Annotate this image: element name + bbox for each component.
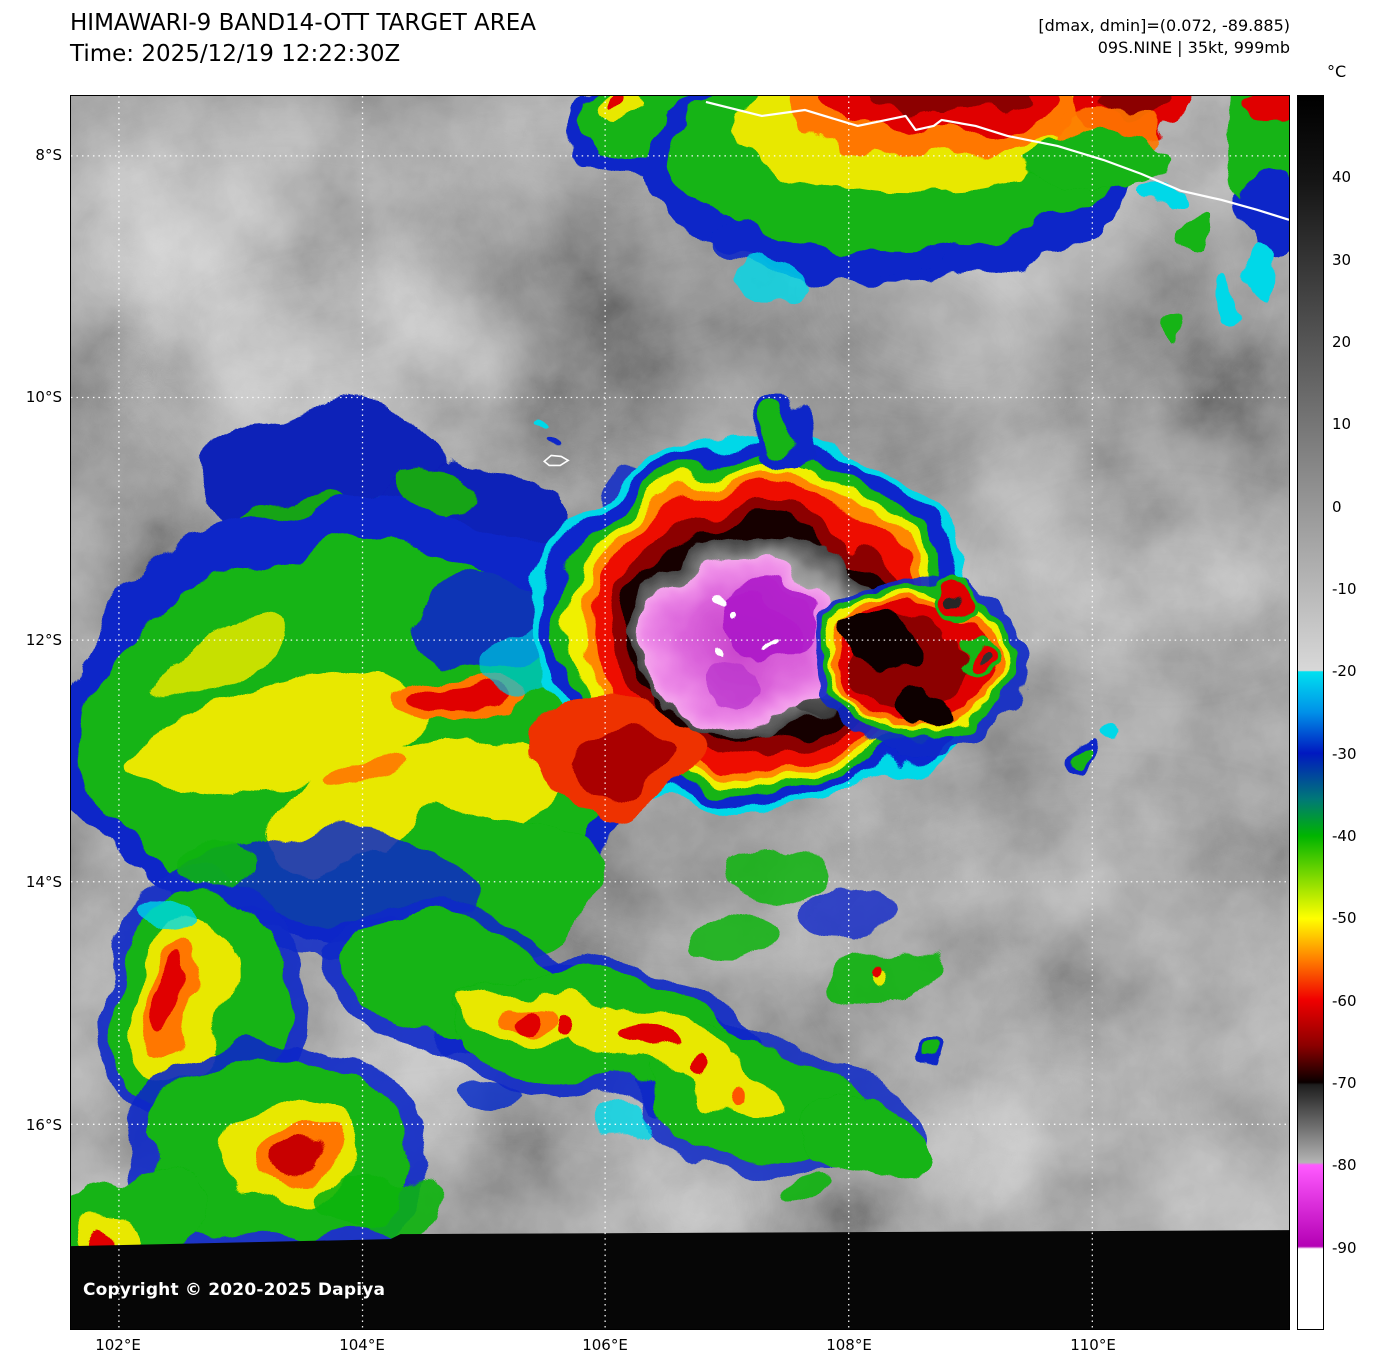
lon-label-102e: 102°E <box>95 1336 141 1354</box>
island-outline <box>542 454 570 467</box>
colorbar-tick-label: -80 <box>1332 1156 1357 1175</box>
colorbar-tick-label: 20 <box>1332 333 1352 351</box>
colorbar-tick-label: 40 <box>1332 168 1352 187</box>
colorbar-unit: °C <box>1327 62 1347 81</box>
lat-label-8s: 8°S <box>35 146 62 164</box>
colorbar-tick-label: -70 <box>1332 1074 1357 1092</box>
lon-label-110e: 110°E <box>1070 1336 1116 1354</box>
southwest-system <box>71 842 441 1265</box>
lon-label-106e: 106°E <box>582 1336 628 1354</box>
colorbar-tick-label: -50 <box>1332 909 1357 928</box>
dmax-dmin-readout: [dmax, dmin]=(0.072, -89.885) <box>1038 16 1290 35</box>
lat-label-14s: 14°S <box>25 873 62 891</box>
grid-lines <box>71 96 1289 1329</box>
lat-label-16s: 16°S <box>25 1116 62 1134</box>
colorbar-tick-label: -60 <box>1332 991 1357 1010</box>
eastern-convection <box>811 575 1028 751</box>
colorbar-tick-label: -90 <box>1332 1238 1357 1257</box>
lat-label-10s: 10°S <box>25 388 62 406</box>
colorbar-tick-label: -10 <box>1332 580 1357 598</box>
lat-label-12s: 12°S <box>25 631 62 649</box>
no-data-region <box>71 1230 1289 1329</box>
lon-label-104e: 104°E <box>339 1336 385 1354</box>
copyright: Copyright © 2020-2025 Dapiya <box>83 1280 386 1300</box>
southern-band <box>321 844 945 1197</box>
satellite-image <box>71 96 1289 1329</box>
northern-convection <box>563 96 1289 348</box>
storm-info: 09S.NINE | 35kt, 999mb <box>1097 38 1290 57</box>
colorbar-tick-label: -40 <box>1332 827 1357 845</box>
timestamp: Time: 2025/12/19 12:22:30Z <box>70 41 401 67</box>
colorbar-tick-label: 10 <box>1332 415 1352 434</box>
colorbar-tick-label: -30 <box>1332 744 1357 763</box>
coastline <box>705 100 1289 221</box>
colorbar-tick-label: 0 <box>1332 497 1342 516</box>
lon-label-108e: 108°E <box>826 1336 872 1354</box>
scattered-cells <box>532 424 1122 1062</box>
map-area: Copyright © 2020-2025 Dapiya <box>70 95 1290 1330</box>
colorbar-tick-label: 30 <box>1332 250 1352 269</box>
page-title: HIMAWARI-9 BAND14-OTT TARGET AREA <box>70 10 537 36</box>
colorbar-tick-label: -20 <box>1332 662 1357 681</box>
colorbar-gradient <box>1297 95 1324 1330</box>
cyclone-core <box>630 533 886 737</box>
